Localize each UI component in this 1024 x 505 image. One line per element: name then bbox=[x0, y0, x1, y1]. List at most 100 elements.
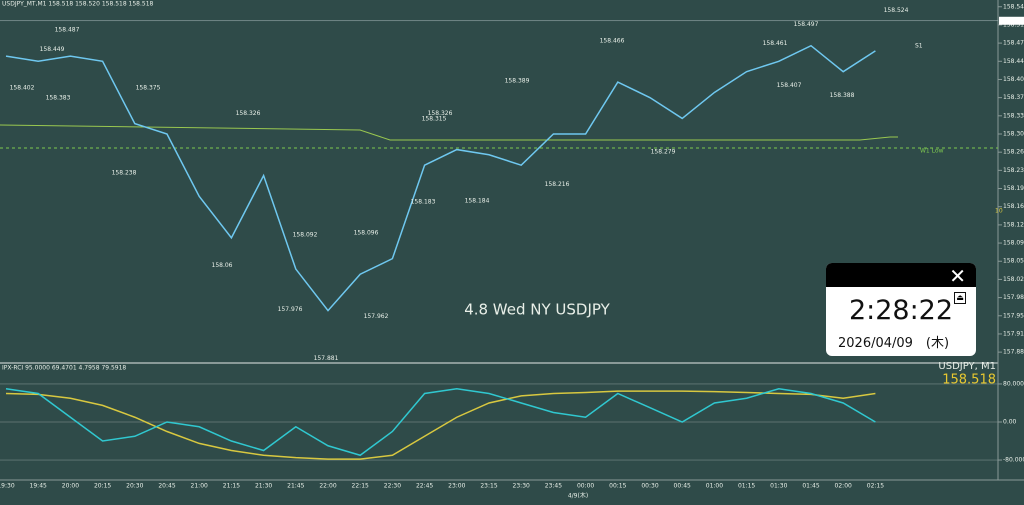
y-tick-label: 158.160 bbox=[1003, 203, 1024, 210]
price-label: 158.449 bbox=[40, 46, 65, 53]
series-line bbox=[5, 44, 876, 312]
x-tick-label: 01:15 bbox=[738, 483, 755, 490]
price-label: 158.407 bbox=[777, 82, 802, 89]
y-tick-label: 157.880 bbox=[1003, 349, 1024, 356]
y-tick-label: 158.230 bbox=[1003, 167, 1024, 174]
x-tick-label: 01:00 bbox=[706, 483, 723, 490]
panel-divider bbox=[0, 362, 998, 364]
x-tick-label: 00:00 bbox=[577, 483, 594, 490]
price-label: 158.466 bbox=[600, 37, 625, 44]
pin-icon[interactable]: ⏏ bbox=[954, 292, 966, 304]
y-tick-label: 157.950 bbox=[1003, 312, 1024, 319]
level-label: 10 bbox=[995, 208, 1003, 215]
price-label: 158.388 bbox=[830, 92, 855, 99]
x-tick-label: 23:00 bbox=[448, 483, 465, 490]
y-tick-label: 0.00 bbox=[1003, 419, 1017, 426]
last-price: 158.518 bbox=[942, 373, 996, 388]
y-tick-label: 158.300 bbox=[1003, 130, 1024, 137]
price-label: 158.461 bbox=[763, 40, 788, 47]
series-line bbox=[5, 387, 876, 457]
price-label: 158.402 bbox=[10, 85, 35, 92]
level-label: S1 bbox=[915, 43, 923, 50]
price-label: 158.326 bbox=[428, 110, 453, 117]
price-label: 157.881 bbox=[314, 355, 339, 362]
x-tick-label: 20:30 bbox=[126, 483, 143, 490]
x-tick-label: 02:00 bbox=[835, 483, 852, 490]
y-tick-label: 158.055 bbox=[1003, 258, 1024, 265]
price-label: 158.06 bbox=[212, 262, 233, 269]
price-label: 158.524 bbox=[884, 7, 909, 14]
close-button[interactable]: ✕ bbox=[949, 264, 966, 288]
x-tick-label: 21:00 bbox=[191, 483, 208, 490]
x-tick-label: 00:15 bbox=[609, 483, 626, 490]
x-tick-label: 20:00 bbox=[62, 483, 79, 490]
price-label: 158.096 bbox=[354, 229, 379, 236]
x-tick-label: 21:30 bbox=[255, 483, 272, 490]
x-tick-label: 22:30 bbox=[384, 483, 401, 490]
price-label: 158.238 bbox=[112, 170, 137, 177]
clock-popup: ✕ ⏏ 2:28:22 2026/04/09 (木) bbox=[826, 263, 976, 356]
price-label: 158.184 bbox=[465, 198, 490, 205]
y-tick-label: 80.0000 bbox=[1003, 380, 1024, 387]
x-tick-label: 19:30 bbox=[0, 483, 15, 490]
price-label: 157.962 bbox=[364, 313, 389, 320]
y-tick-label: 157.985 bbox=[1003, 294, 1024, 301]
date-label: 4/9(木) bbox=[568, 492, 588, 500]
level-label: W1 Low bbox=[920, 148, 944, 155]
x-tick-label: 21:15 bbox=[223, 483, 240, 490]
chart-title: 4.8 Wed NY USDJPY bbox=[464, 301, 610, 319]
price-label: 158.326 bbox=[236, 110, 261, 117]
price-label: 157.976 bbox=[278, 306, 303, 313]
y-tick-label: -80.0000 bbox=[1003, 457, 1024, 464]
y-tick-label: 158.125 bbox=[1003, 221, 1024, 228]
price-label: 158.389 bbox=[505, 77, 530, 84]
x-tick-label: 19:45 bbox=[30, 483, 47, 490]
x-tick-label: 23:45 bbox=[545, 483, 562, 490]
y-tick-label: 158.335 bbox=[1003, 112, 1024, 119]
price-label: 158.279 bbox=[651, 148, 676, 155]
x-tick-label: 02:15 bbox=[867, 483, 884, 490]
y-tick-label: 158.510 bbox=[1003, 21, 1024, 28]
x-tick-label: 23:15 bbox=[480, 483, 497, 490]
x-tick-label: 22:00 bbox=[319, 483, 336, 490]
y-tick-label: 158.195 bbox=[1003, 185, 1024, 192]
header: USDJPY_MT,M1 158.518 158.520 158.518 158… bbox=[2, 1, 154, 8]
x-tick-label: 01:30 bbox=[770, 483, 787, 490]
series-line bbox=[5, 390, 876, 460]
x-tick-label: 20:15 bbox=[94, 483, 111, 490]
y-tick-label: 158.545 bbox=[1003, 3, 1024, 10]
popup-bar: ✕ bbox=[826, 263, 976, 288]
x-tick-label: 22:45 bbox=[416, 483, 433, 490]
y-tick-label: 158.090 bbox=[1003, 240, 1024, 247]
price-label: 158.375 bbox=[136, 85, 161, 92]
y-tick-label: 158.265 bbox=[1003, 149, 1024, 156]
y-tick-label: 158.370 bbox=[1003, 94, 1024, 101]
y-tick-label: 158.405 bbox=[1003, 76, 1024, 83]
indicator-title: IPX-RCI 95.0000 69.4701 4.7958 79.5918 bbox=[2, 365, 126, 372]
x-tick-label: 22:15 bbox=[352, 483, 369, 490]
price-marker bbox=[999, 16, 1024, 25]
clock-date: 2026/04/09 (木) bbox=[838, 336, 950, 351]
price-label: 158.216 bbox=[545, 181, 570, 188]
price-label: 158.183 bbox=[411, 198, 436, 205]
y-tick-label: 158.440 bbox=[1003, 58, 1024, 65]
price-label: 158.092 bbox=[293, 232, 318, 239]
y-tick-label: 157.915 bbox=[1003, 330, 1024, 337]
y-tick-label: 158.020 bbox=[1003, 276, 1024, 283]
x-tick-label: 20:45 bbox=[158, 483, 175, 490]
x-tick-label: 00:45 bbox=[674, 483, 691, 490]
price-label: 158.497 bbox=[794, 21, 819, 28]
price-label: 158.487 bbox=[55, 26, 80, 33]
price-label: 158.315 bbox=[422, 116, 447, 123]
level-line bbox=[0, 124, 898, 141]
symbol: USDJPY, M1 bbox=[938, 361, 996, 372]
x-tick-label: 01:45 bbox=[802, 483, 819, 490]
x-tick-label: 00:30 bbox=[641, 483, 658, 490]
price-label: 158.383 bbox=[46, 94, 71, 101]
x-tick-label: 21:45 bbox=[287, 483, 304, 490]
clock-time: 2:28:22 bbox=[848, 295, 954, 326]
y-tick-label: 158.475 bbox=[1003, 40, 1024, 47]
